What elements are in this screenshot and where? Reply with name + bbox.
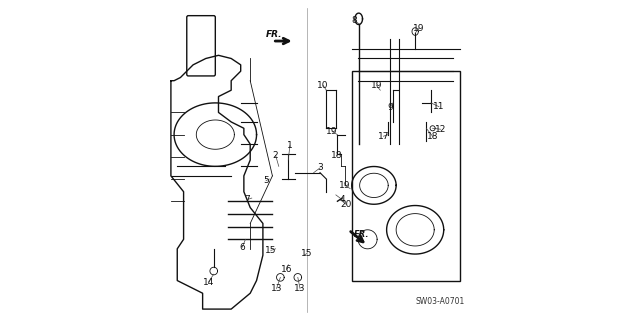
Text: 19: 19: [326, 127, 338, 136]
Text: 6: 6: [239, 243, 245, 252]
Text: 7: 7: [244, 195, 250, 204]
Text: 12: 12: [435, 125, 446, 134]
Text: 20: 20: [340, 200, 352, 209]
Text: 15: 15: [301, 249, 312, 258]
Text: 15: 15: [265, 246, 276, 255]
Text: 18: 18: [331, 151, 342, 160]
Text: 11: 11: [433, 102, 445, 111]
Text: 1: 1: [287, 141, 292, 150]
Text: 19: 19: [413, 24, 425, 33]
Text: 19: 19: [371, 81, 382, 90]
Text: 19: 19: [339, 181, 351, 190]
Text: 14: 14: [203, 278, 214, 287]
Text: FR.: FR.: [353, 230, 369, 239]
Text: FR.: FR.: [266, 30, 282, 39]
Text: 2: 2: [273, 151, 278, 160]
Text: 16: 16: [281, 265, 292, 274]
Text: 9: 9: [387, 103, 393, 112]
Text: 18: 18: [427, 132, 438, 141]
Text: 17: 17: [378, 132, 389, 141]
Text: 5: 5: [263, 176, 269, 185]
Bar: [352, 71, 460, 281]
Text: 13: 13: [294, 284, 306, 293]
Text: 10: 10: [317, 81, 329, 90]
Text: 13: 13: [271, 284, 282, 293]
Text: 8: 8: [351, 16, 357, 25]
Text: 4: 4: [339, 195, 345, 204]
Text: SW03-A0701: SW03-A0701: [415, 297, 465, 306]
Text: 3: 3: [317, 164, 323, 172]
